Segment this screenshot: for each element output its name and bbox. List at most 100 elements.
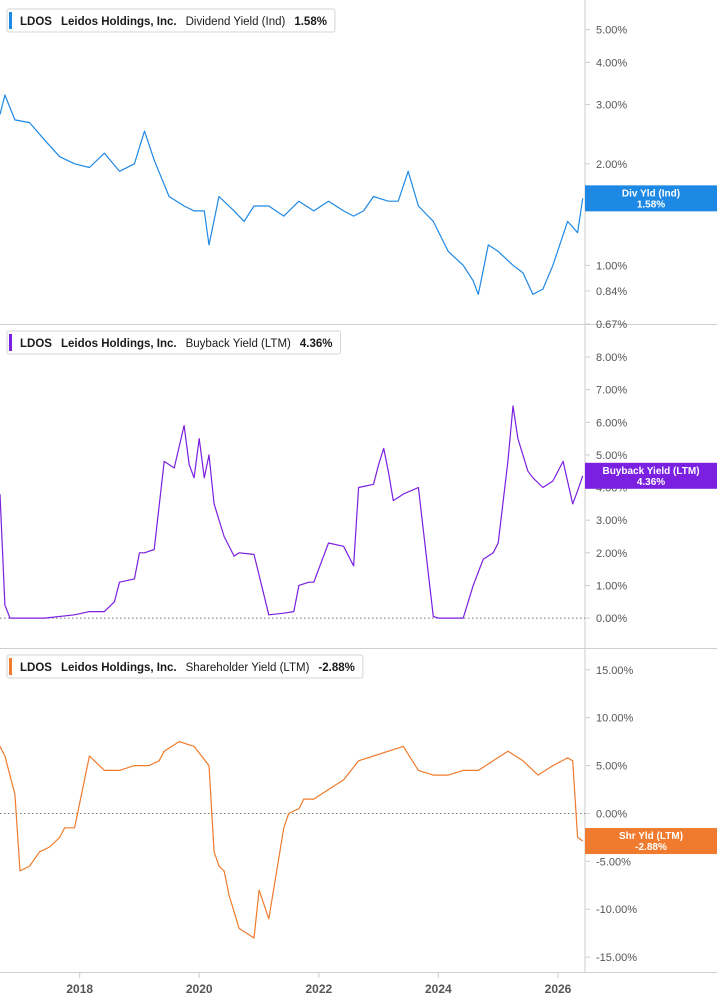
data-point	[183, 425, 185, 427]
data-point	[119, 170, 121, 172]
x-tick-label: 2022	[306, 982, 333, 996]
panel-shareholder: 15.00% 10.00% 5.00% 0.00% -5.00% -10.00% -15.0…	[0, 654, 717, 964]
data-point	[29, 122, 31, 124]
legend-color-swatch	[9, 12, 12, 29]
data-point	[492, 760, 494, 762]
data-point	[447, 774, 449, 776]
data-point	[74, 163, 76, 165]
data-point	[392, 500, 394, 502]
data-point	[153, 549, 155, 551]
legend: LDOS Leidos Holdings, Inc. Buyback Yield (…	[6, 330, 341, 355]
data-point	[288, 813, 290, 815]
legend-company: Leidos Holdings, Inc.	[61, 338, 177, 350]
data-point	[387, 200, 389, 202]
value-tag-value: -2.88%	[635, 842, 667, 853]
data-point	[283, 215, 285, 217]
legend-box	[6, 8, 336, 33]
data-point	[59, 156, 61, 158]
data-point	[203, 477, 205, 479]
data-point	[133, 578, 135, 580]
data-point	[522, 272, 524, 274]
data-point	[228, 894, 230, 896]
data-point	[482, 558, 484, 560]
data-point	[0, 114, 1, 116]
data-point	[233, 210, 235, 212]
data-point	[133, 765, 135, 767]
data-point	[522, 760, 524, 762]
y-tick-label: 3.00%	[596, 99, 627, 111]
data-point	[487, 244, 489, 246]
data-point	[283, 612, 285, 614]
data-point	[44, 617, 46, 619]
data-point	[19, 617, 21, 619]
value-tag: Shr Yld (LTM)-2.88%	[585, 828, 717, 855]
data-point	[173, 467, 175, 469]
y-tick-label: 1.00%	[596, 580, 627, 592]
data-point	[298, 808, 300, 810]
data-point	[144, 130, 146, 132]
data-point	[193, 210, 195, 212]
data-point	[477, 293, 479, 295]
data-point	[567, 757, 569, 759]
data-point	[88, 611, 90, 613]
x-tick-label: 2024	[425, 982, 452, 996]
x-tick-label: 2018	[66, 982, 93, 996]
data-point	[582, 840, 584, 842]
data-point	[397, 200, 399, 202]
y-tick-label: -10.00%	[596, 904, 637, 916]
y-tick-label: 0.84%	[596, 286, 627, 298]
data-point	[432, 616, 434, 618]
data-point	[387, 750, 389, 752]
data-point	[532, 477, 534, 479]
data-point	[542, 288, 544, 290]
y-tick-label: 8.00%	[596, 352, 627, 364]
data-point	[268, 205, 270, 207]
legend-metric: Shareholder Yield (LTM)	[186, 662, 310, 674]
data-point	[178, 741, 180, 743]
legend-color-swatch	[9, 658, 12, 675]
data-point	[432, 220, 434, 222]
value-tag-box	[585, 185, 717, 212]
panel-dividend: 5.00%4.00%3.00%2.00%1.00%0.84%0.67%LDOS L…	[0, 8, 717, 331]
data-point	[402, 493, 404, 495]
value-tag: Div Yld (Ind)1.58%	[585, 185, 717, 212]
data-point	[507, 460, 509, 462]
data-point	[313, 210, 315, 212]
value-tag-value: 4.36%	[637, 477, 665, 488]
value-tag-box	[585, 462, 717, 489]
data-point	[233, 555, 235, 557]
data-point	[74, 827, 76, 829]
data-point	[268, 614, 270, 616]
data-point	[253, 205, 255, 207]
data-point	[552, 765, 554, 767]
legend-ticker: LDOS	[20, 662, 52, 674]
data-point	[49, 846, 51, 848]
data-point	[462, 264, 464, 266]
legend-value: 4.36%	[300, 338, 333, 350]
data-point	[572, 503, 574, 505]
data-point	[293, 611, 295, 613]
y-tick-label: -5.00%	[596, 856, 631, 868]
y-tick-label: 5.00%	[596, 450, 627, 462]
data-point	[373, 196, 375, 198]
data-point	[328, 789, 330, 791]
data-point	[512, 264, 514, 266]
data-point	[572, 760, 574, 762]
data-point	[208, 454, 210, 456]
data-point	[562, 460, 564, 462]
value-tag-label: Div Yld (Ind)	[622, 188, 680, 199]
data-point	[9, 617, 11, 619]
data-point	[577, 232, 579, 234]
data-point	[213, 851, 215, 853]
data-point	[358, 487, 360, 489]
data-point	[402, 745, 404, 747]
legend-company: Leidos Holdings, Inc.	[61, 662, 177, 674]
series-points	[0, 741, 584, 939]
data-point	[4, 755, 6, 757]
data-point	[313, 798, 315, 800]
legend-value: -2.88%	[318, 662, 354, 674]
data-point	[148, 765, 150, 767]
legend-metric: Buyback Yield (LTM)	[186, 338, 291, 350]
legend-color-swatch	[9, 334, 12, 351]
data-point	[532, 293, 534, 295]
